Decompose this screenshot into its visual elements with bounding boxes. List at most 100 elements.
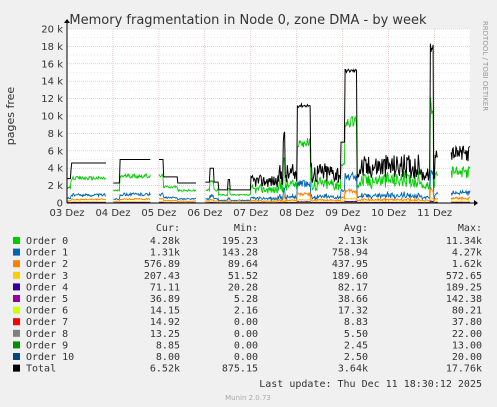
legend-label-order-10: Order 10 [26, 352, 74, 363]
x-tick-label: 11 Dez [417, 208, 452, 219]
x-tick-label: 06 Dez [187, 208, 222, 219]
x-tick-label: 10 Dez [371, 208, 406, 219]
legend-max-order-1: 4.27k [452, 248, 482, 259]
y-tick-label: 14 k [41, 77, 63, 88]
x-tick-label: 09 Dez [325, 208, 360, 219]
legend-cur-order-5: 36.89 [150, 294, 180, 305]
legend-min-order-7: 0.00 [234, 317, 258, 328]
legend-avg-order-10: 2.50 [344, 352, 368, 363]
legend-swatch-order-7 [13, 318, 20, 326]
y-tick-label: 2 k [48, 181, 64, 192]
y-tick-label: 6 k [48, 146, 64, 157]
legend-swatch-order-4 [13, 283, 20, 291]
y-tick-label: 16 k [41, 59, 63, 70]
series-line-order-3 [67, 197, 471, 204]
legend-avg-order-8: 5.50 [344, 329, 368, 340]
legend-min-order-3: 51.52 [228, 271, 258, 282]
legend-max-order-5: 142.38 [446, 294, 482, 305]
legend-max-order-10: 20.00 [452, 352, 482, 363]
legend-cur-order-3: 207.43 [144, 271, 180, 282]
y-tick-label: 0 [57, 199, 63, 210]
munin-version-footer: Munin 2.0.73 [225, 394, 271, 402]
legend-cur-total: 6.52k [150, 364, 180, 375]
x-axis-arrow [474, 200, 478, 206]
legend-label-order-4: Order 4 [26, 282, 68, 293]
x-tick-label: 03 Dez [49, 208, 84, 219]
y-tick-label: 4 k [48, 164, 64, 175]
legend-avg-order-2: 437.95 [332, 259, 368, 270]
legend-avg-order-4: 82.17 [338, 282, 368, 293]
legend: Cur: Min: Avg: Max: Order 0 4.28k 195.23 2.… [13, 223, 482, 375]
series-line-order-2 [66, 186, 471, 203]
x-tick-label: 08 Dez [279, 208, 314, 219]
legend-label-total: Total [26, 364, 56, 375]
legend-avg-order-3: 189.60 [332, 271, 368, 282]
legend-label-order-7: Order 7 [26, 317, 68, 328]
legend-cur-order-0: 4.28k [150, 236, 180, 247]
y-axis-label: pages free [4, 87, 17, 146]
legend-swatch-order-0 [13, 237, 20, 244]
x-tick-label: 05 Dez [141, 208, 176, 219]
legend-cur-order-4: 71.11 [150, 282, 180, 293]
legend-min-order-8: 0.00 [234, 329, 258, 340]
legend-max-order-9: 13.00 [452, 340, 482, 351]
legend-min-order-1: 143.28 [222, 248, 258, 259]
legend-max-order-2: 1.62k [452, 259, 482, 270]
y-tick-label: 12 k [41, 94, 63, 105]
rrdtool-watermark: RRDTOOL / TOBI OETIKER [481, 21, 489, 111]
last-update-text: Last update: Thu Dec 11 18:30:12 2025 [259, 379, 482, 390]
legend-min-total: 875.15 [222, 364, 258, 375]
legend-swatch-total [13, 364, 20, 372]
legend-min-order-6: 2.16 [234, 306, 258, 317]
legend-max-order-4: 189.25 [446, 282, 482, 293]
legend-max-order-8: 22.00 [452, 329, 482, 340]
legend-swatch-order-9 [13, 341, 20, 349]
legend-swatch-order-10 [13, 353, 20, 360]
legend-min-order-2: 89.64 [228, 259, 258, 270]
legend-avg-order-7: 8.83 [344, 317, 368, 328]
chart-title: Memory fragmentation in Node 0, zone DMA… [69, 13, 427, 28]
legend-cur-order-2: 576.89 [144, 259, 180, 270]
legend-label-order-8: Order 8 [26, 329, 68, 340]
legend-min-order-0: 195.23 [222, 236, 258, 247]
legend-avg-order-1: 758.94 [332, 248, 368, 259]
legend-avg-order-9: 2.45 [344, 340, 368, 351]
legend-cur-order-6: 14.15 [150, 306, 180, 317]
legend-min-order-5: 5.28 [234, 294, 258, 305]
legend-avg-total: 3.64k [338, 364, 368, 375]
series-line-order-1 [66, 169, 471, 202]
legend-avg-order-0: 2.13k [338, 236, 368, 247]
legend-swatch-order-3 [13, 271, 20, 279]
legend-label-order-1: Order 1 [26, 248, 68, 259]
legend-swatch-order-1 [13, 248, 20, 256]
legend-max-order-3: 572.65 [446, 271, 482, 282]
legend-swatch-order-2 [13, 260, 20, 268]
series-line-order-0 [66, 97, 471, 197]
legend-avg-order-6: 17.32 [338, 306, 368, 317]
y-tick-labels: 0 2 k 4 k 6 k 8 k 10 k 12 k 14 k 16 k 18 k 20 k [41, 25, 63, 210]
legend-header-min: Min: [234, 223, 258, 234]
legend-label-order-5: Order 5 [26, 294, 68, 305]
y-tick-label: 8 k [48, 129, 64, 140]
legend-label-order-0: Order 0 [26, 236, 68, 247]
y-axis-arrow [64, 19, 70, 23]
legend-cur-order-7: 14.92 [150, 317, 180, 328]
legend-header-avg: Avg: [344, 223, 368, 234]
legend-swatch-order-8 [13, 329, 20, 337]
legend-avg-order-5: 38.66 [338, 294, 368, 305]
axes [64, 19, 478, 206]
legend-max-order-6: 80.21 [452, 306, 482, 317]
legend-max-order-0: 11.34k [446, 236, 482, 247]
x-tick-labels: 03 Dez 04 Dez 05 Dez 06 Dez 07 Dez 08 Dez 09 D… [49, 208, 452, 219]
legend-cur-order-1: 1.31k [150, 248, 180, 259]
series-line-total [67, 43, 471, 191]
legend-cur-order-8: 13.25 [150, 329, 180, 340]
legend-header-cur: Cur: [156, 223, 180, 234]
y-tick-label: 18 k [41, 42, 63, 53]
legend-min-order-10: 0.00 [234, 352, 258, 363]
legend-swatch-order-6 [13, 306, 20, 314]
legend-cur-order-9: 8.85 [156, 340, 180, 351]
y-tick-label: 10 k [41, 112, 63, 123]
x-tick-label: 07 Dez [233, 208, 268, 219]
